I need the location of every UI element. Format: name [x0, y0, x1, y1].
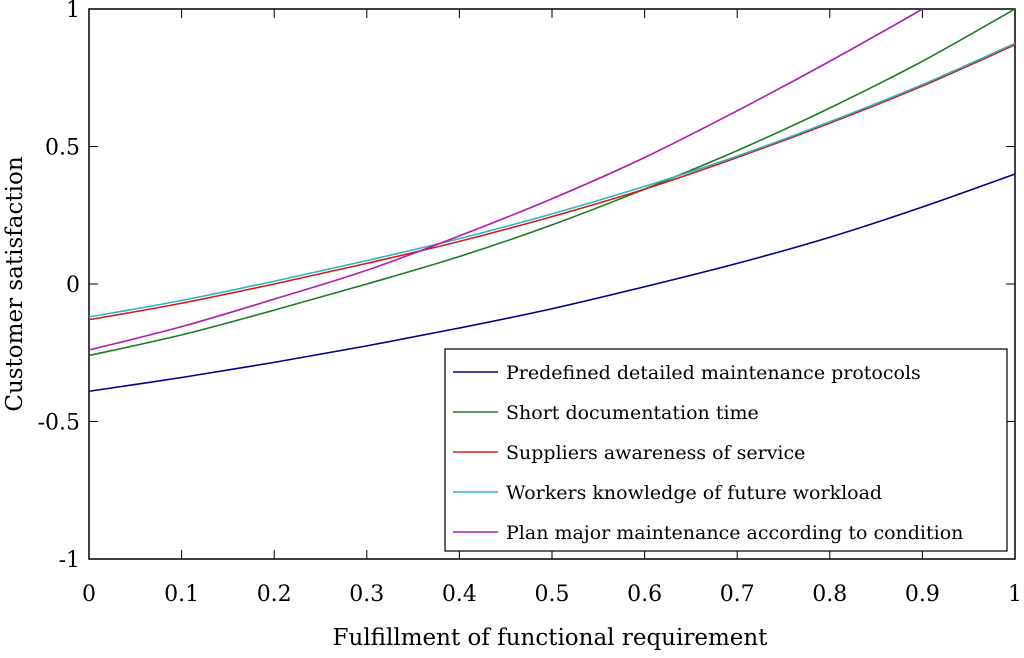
x-tick-label: 0.7 — [720, 582, 755, 607]
series-line-3 — [89, 44, 1015, 321]
legend-entry-label: Plan major maintenance according to cond… — [506, 522, 963, 544]
x-tick-label: 0.1 — [164, 582, 199, 607]
series-line-2 — [89, 9, 1015, 357]
legend-entry-label: Short documentation time — [506, 402, 759, 424]
y-tick-label: 0 — [66, 273, 80, 298]
series-lines — [89, 9, 1015, 393]
x-tick-label: 1 — [1008, 582, 1022, 607]
y-tick-label: -1 — [59, 548, 80, 573]
legend: Predefined detailed maintenance protocol… — [444, 348, 1008, 552]
x-tick-label: 0.3 — [349, 582, 384, 607]
y-axis-label: Customer satisfaction — [2, 156, 28, 412]
x-tick-label: 0.8 — [812, 582, 847, 607]
legend-entry-label: Predefined detailed maintenance protocol… — [506, 362, 921, 384]
series-line-1 — [89, 173, 1015, 393]
y-tick-label: 1 — [66, 0, 80, 23]
x-tick-label: 0.5 — [535, 582, 570, 607]
legend-box — [444, 348, 1008, 552]
x-tick-label: 0.2 — [257, 582, 292, 607]
x-tick-label: 0 — [82, 582, 96, 607]
y-tick-label: -0.5 — [38, 411, 80, 436]
x-axis-label: Fulfillment of functional requirement — [333, 625, 769, 651]
legend-entry-label: Workers knowledge of future workload — [506, 482, 882, 504]
series-line-5 — [89, 9, 924, 351]
series-line-4 — [89, 42, 1015, 318]
axis-ticks: 0 0.1 0.2 0.3 0.4 0.5 0.6 0.7 0.8 0.9 1 -1 -0.5 0 0.5 1 — [38, 0, 1022, 607]
legend-entry-label: Suppliers awareness of service — [506, 442, 805, 464]
x-tick-label: 0.4 — [442, 582, 477, 607]
x-tick-label: 0.6 — [627, 582, 662, 607]
x-tick-label: 0.9 — [905, 582, 940, 607]
y-tick-label: 0.5 — [45, 136, 80, 161]
